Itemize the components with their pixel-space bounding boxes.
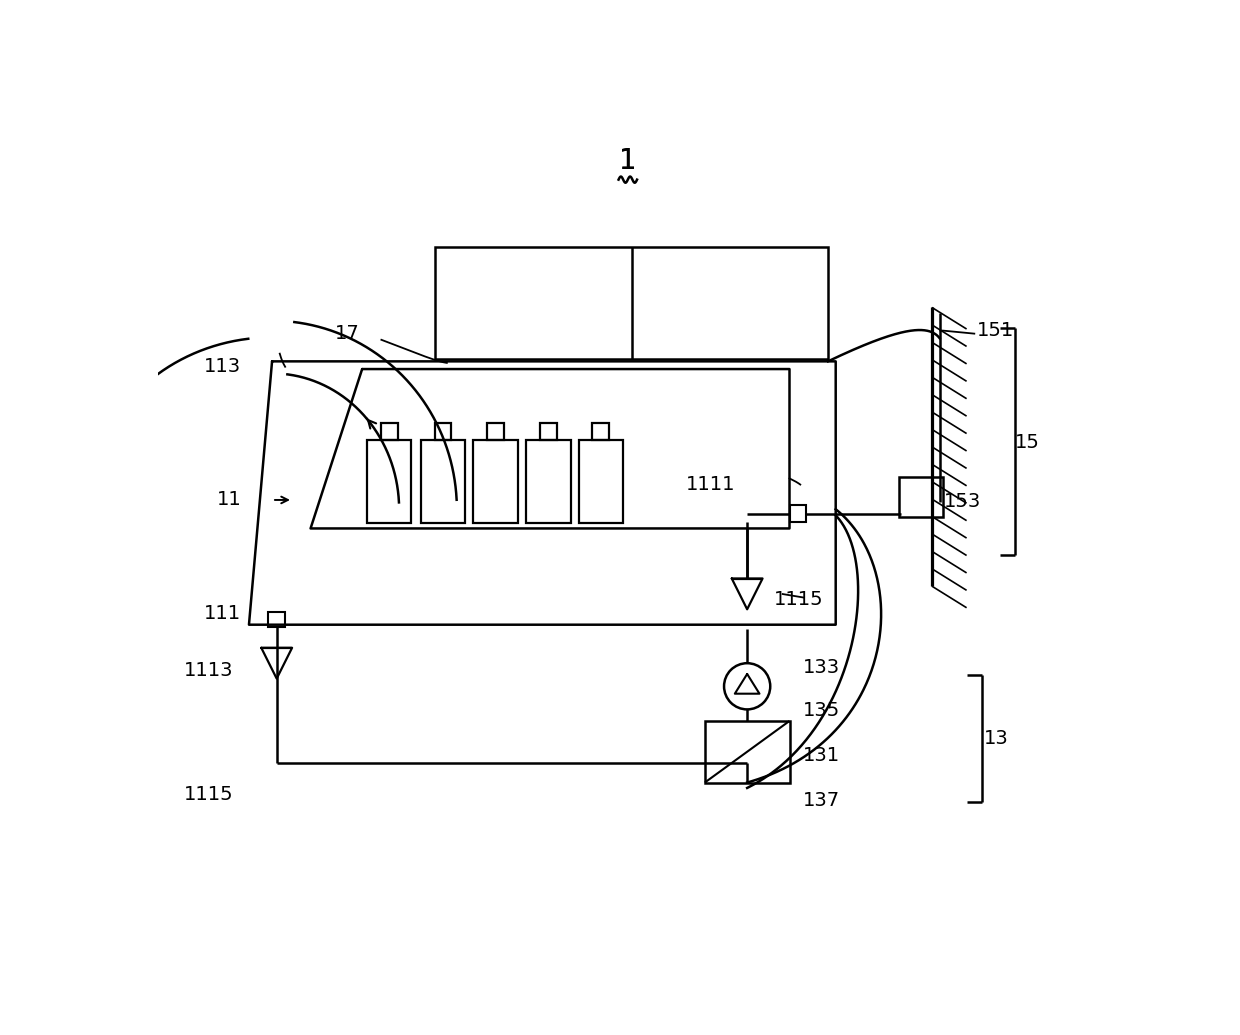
- Text: 1115: 1115: [774, 590, 823, 609]
- Bar: [526, 440, 570, 523]
- Bar: [435, 247, 828, 359]
- Text: 1115: 1115: [184, 785, 233, 803]
- Bar: [704, 721, 790, 782]
- Bar: [487, 423, 503, 440]
- Text: 1: 1: [619, 147, 636, 175]
- Bar: [367, 440, 412, 523]
- Text: 11: 11: [217, 491, 242, 509]
- Bar: [268, 612, 285, 627]
- Text: 111: 111: [205, 603, 242, 623]
- Text: 1111: 1111: [686, 475, 735, 494]
- Bar: [593, 423, 609, 440]
- Text: 137: 137: [804, 791, 841, 809]
- Text: 15: 15: [1016, 433, 1040, 451]
- Bar: [381, 423, 398, 440]
- Text: 153: 153: [944, 492, 981, 511]
- Text: 151: 151: [977, 321, 1014, 341]
- Text: 135: 135: [804, 702, 841, 720]
- Text: 113: 113: [205, 357, 242, 377]
- Bar: [420, 440, 465, 523]
- Bar: [790, 505, 806, 523]
- Text: 17: 17: [335, 324, 360, 344]
- Bar: [472, 440, 517, 523]
- Text: 1113: 1113: [184, 661, 233, 680]
- Bar: [434, 423, 451, 440]
- Text: 1: 1: [619, 147, 636, 175]
- Text: 131: 131: [804, 746, 841, 765]
- Bar: [541, 423, 557, 440]
- Bar: [899, 477, 944, 516]
- Text: 133: 133: [804, 657, 841, 677]
- Text: 13: 13: [985, 730, 1009, 748]
- Bar: [579, 440, 624, 523]
